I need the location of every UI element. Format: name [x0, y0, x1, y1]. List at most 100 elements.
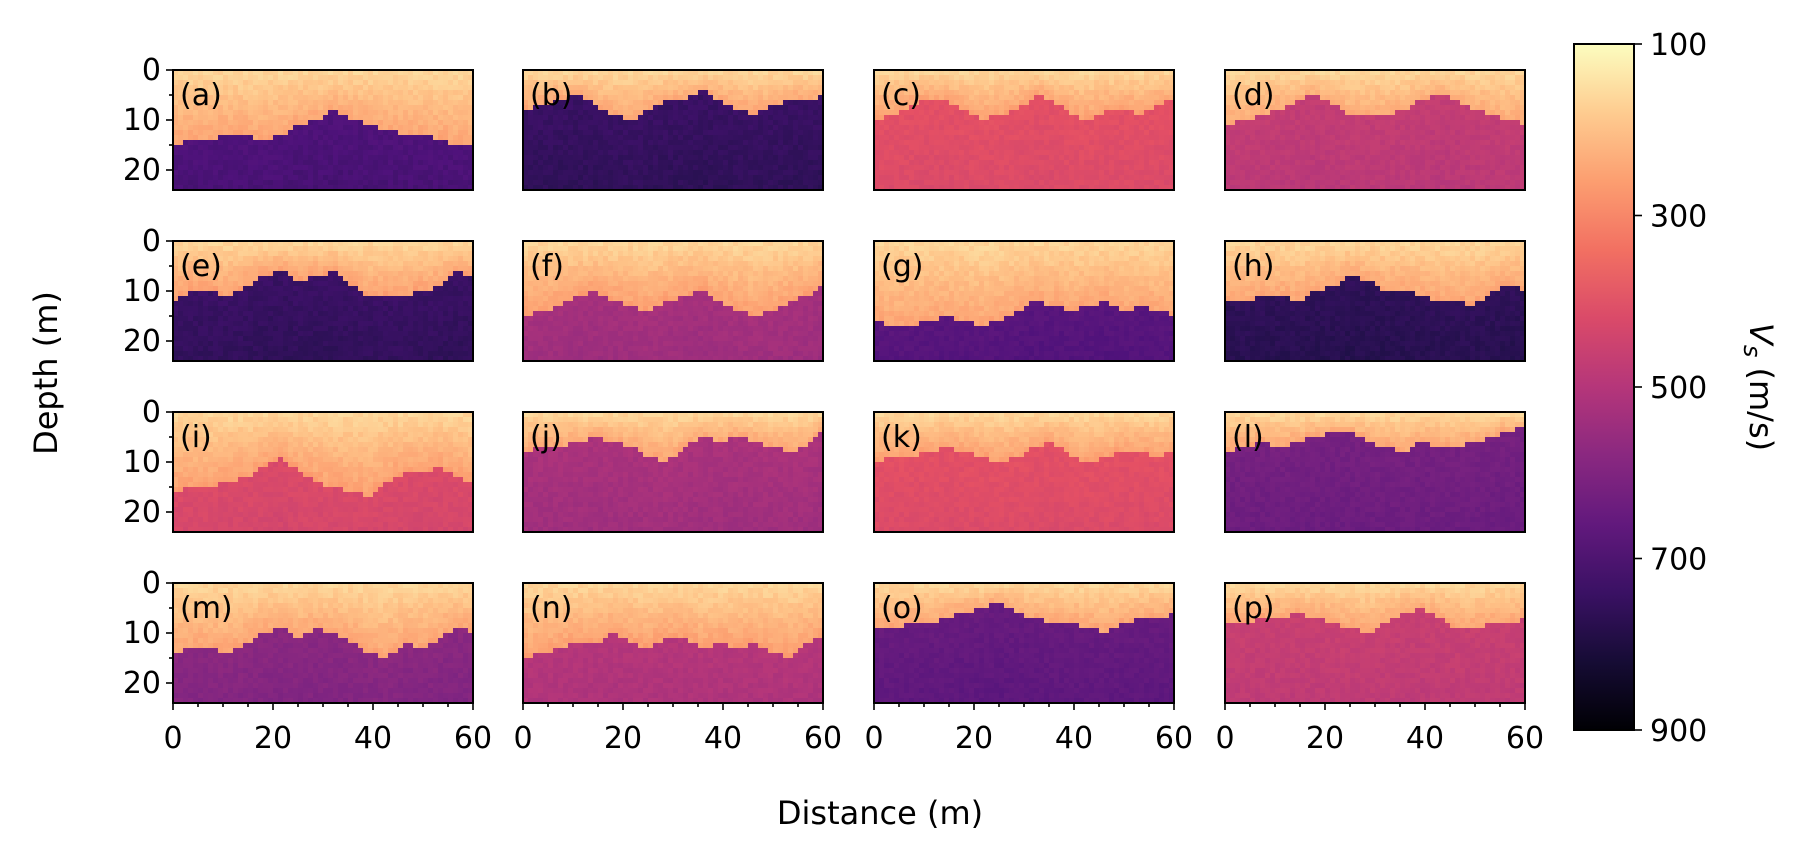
y-tick-label: 10	[123, 445, 161, 480]
velocity-image	[523, 70, 824, 191]
panel-e: (e) 0 10 20	[123, 224, 474, 362]
x-tick-label: 60	[804, 721, 842, 756]
panel-frame	[522, 240, 824, 362]
panel-a: (a) 0 10 20	[123, 53, 474, 191]
velocity-image	[173, 70, 474, 191]
velocity-image	[874, 70, 1175, 191]
y-tick-label: 0	[142, 395, 161, 430]
panel-o: (o) 0 20 40 60	[864, 582, 1193, 756]
panel-label: (j)	[530, 420, 562, 455]
velocity-image	[874, 241, 1175, 362]
panel-j: (j)	[522, 411, 824, 533]
velocity-image	[1225, 70, 1526, 191]
y-axis-label: Depth (m)	[27, 291, 65, 455]
colorbar-label: Vs (m/s)	[1738, 323, 1780, 451]
velocity-image	[523, 241, 824, 362]
panel-frame	[1224, 240, 1526, 362]
panel-b: (b)	[522, 69, 824, 191]
velocity-image	[874, 583, 1175, 704]
panel-frame	[172, 69, 474, 191]
panel-i: (i) 0 10 20	[123, 395, 474, 533]
panel-frame	[172, 240, 474, 362]
y-tick-label: 0	[142, 53, 161, 88]
panel-p: (p) 0 20 40 60	[1215, 582, 1544, 756]
panel-label: (c)	[881, 78, 921, 113]
velocity-image	[523, 412, 824, 533]
y-tick-label: 20	[123, 495, 161, 530]
panel-label: (n)	[530, 591, 572, 626]
panel-label: (a)	[180, 78, 222, 113]
y-tick-label: 20	[123, 324, 161, 359]
colorbar-tick-label: 300	[1650, 200, 1707, 235]
panel-label: (i)	[180, 420, 212, 455]
y-tick-label: 10	[123, 274, 161, 309]
colorbar-tick-label: 500	[1650, 371, 1707, 406]
velocity-image	[173, 583, 474, 704]
velocity-image	[1225, 241, 1526, 362]
y-tick-label: 10	[123, 103, 161, 138]
panel-label: (g)	[881, 249, 923, 284]
x-tick-label: 0	[1215, 721, 1234, 756]
velocity-image	[523, 583, 824, 704]
x-tick-label: 60	[454, 721, 492, 756]
y-tick-label: 20	[123, 666, 161, 701]
panel-frame	[873, 240, 1175, 362]
y-tick-label: 20	[123, 153, 161, 188]
panel-c: (c)	[873, 69, 1175, 191]
x-tick-label: 20	[955, 721, 993, 756]
panel-h: (h)	[1224, 240, 1526, 362]
x-tick-label: 40	[354, 721, 392, 756]
panel-frame	[522, 69, 824, 191]
x-tick-label: 40	[704, 721, 742, 756]
panel-label: (f)	[530, 249, 564, 284]
panel-l: (l)	[1224, 411, 1526, 533]
panel-label: (o)	[881, 591, 923, 626]
panel-label: (d)	[1232, 78, 1274, 113]
colorbar-gradient	[1574, 44, 1634, 730]
panel-label: (b)	[530, 78, 572, 113]
panel-frame	[1224, 411, 1526, 533]
panel-frame	[1224, 69, 1526, 191]
panel-label: (h)	[1232, 249, 1274, 284]
velocity-image	[173, 412, 474, 533]
panel-d: (d)	[1224, 69, 1526, 191]
panel-label: (p)	[1232, 591, 1274, 626]
colorbar: 100 300 500 700 900 Vs (m/s)	[1573, 28, 1780, 749]
y-tick-label: 10	[123, 616, 161, 651]
panel-frame	[873, 411, 1175, 533]
x-tick-label: 60	[1155, 721, 1193, 756]
panel-grid: (a) 0 10 20 (b) (c) (d) (e) 0 10 20 (f) (g) (h) (i) 0 10…	[123, 53, 1544, 756]
x-tick-label: 20	[254, 721, 292, 756]
colorbar-tick-label: 100	[1650, 28, 1707, 63]
x-axis-label: Distance (m)	[777, 794, 983, 832]
velocity-image	[1225, 583, 1526, 704]
x-tick-label: 0	[513, 721, 532, 756]
y-tick-label: 0	[142, 224, 161, 259]
velocity-image	[874, 412, 1175, 533]
panel-k: (k)	[873, 411, 1175, 533]
panel-n: (n) 0 20 40 60	[513, 582, 842, 756]
panel-frame	[522, 411, 824, 533]
panel-label: (m)	[180, 591, 233, 626]
x-tick-label: 40	[1406, 721, 1444, 756]
panel-label: (l)	[1232, 420, 1264, 455]
panel-frame	[172, 411, 474, 533]
velocity-image	[1225, 412, 1526, 533]
panel-frame	[873, 69, 1175, 191]
x-tick-label: 40	[1055, 721, 1093, 756]
panel-label: (e)	[180, 249, 222, 284]
panel-g: (g)	[873, 240, 1175, 362]
x-tick-label: 0	[163, 721, 182, 756]
x-tick-label: 20	[1306, 721, 1344, 756]
panel-label: (k)	[881, 420, 922, 455]
colorbar-tick-label: 900	[1650, 714, 1707, 749]
y-tick-label: 0	[142, 566, 161, 601]
velocity-image	[173, 241, 474, 362]
x-tick-label: 0	[864, 721, 883, 756]
colorbar-tick-label: 700	[1650, 543, 1707, 578]
x-tick-label: 20	[604, 721, 642, 756]
x-tick-label: 60	[1506, 721, 1544, 756]
panel-f: (f)	[522, 240, 824, 362]
